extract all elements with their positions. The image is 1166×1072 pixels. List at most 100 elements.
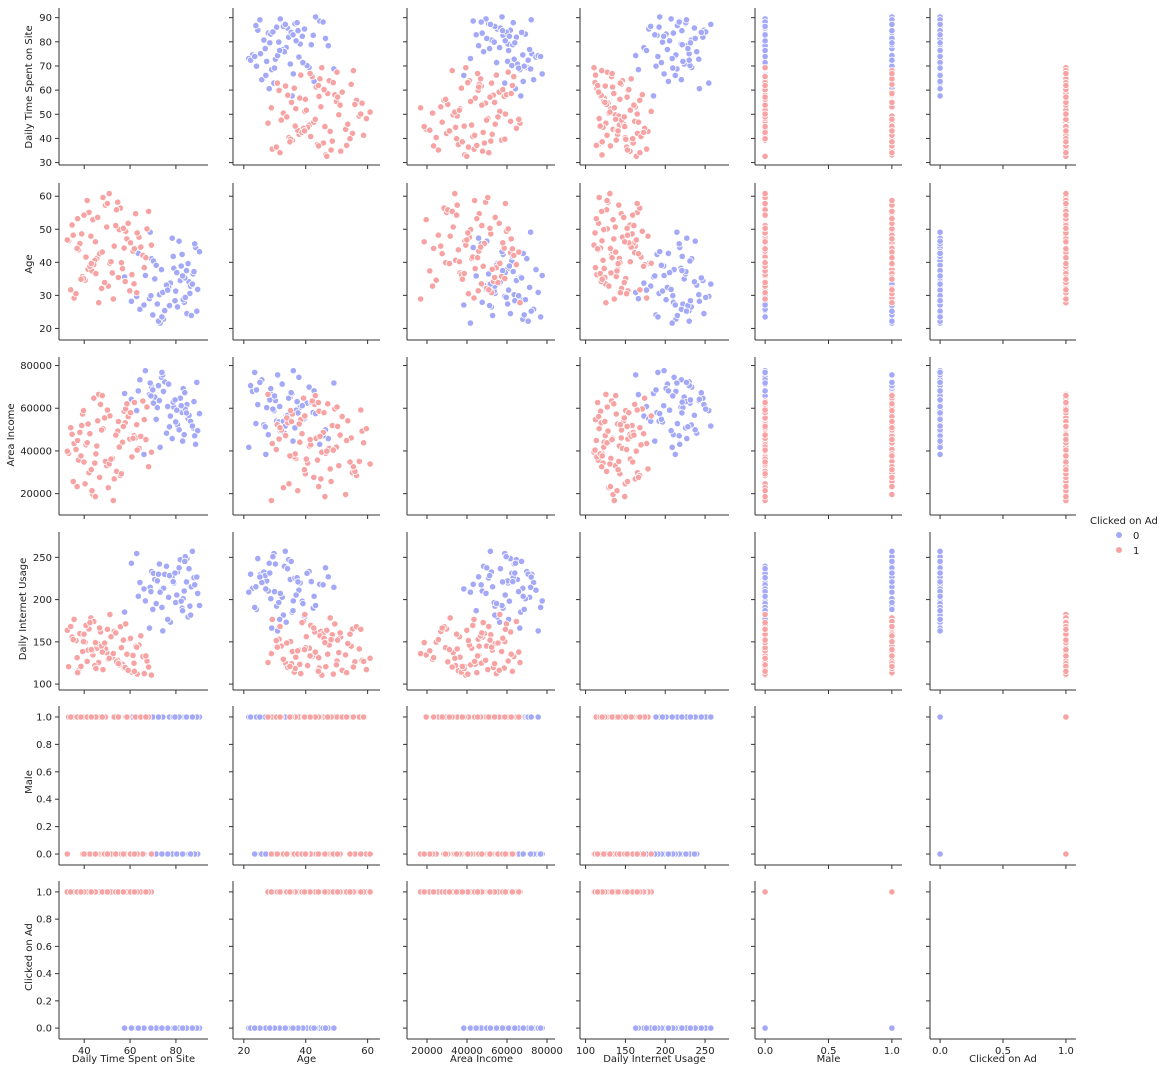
scatter-point-series-1 (74, 215, 82, 223)
scatter-point-series-1 (300, 888, 309, 896)
scatter-point-series-0 (295, 53, 303, 61)
scatter-point-series-0 (192, 440, 200, 448)
scatter-point-series-1 (92, 269, 100, 278)
scatter-point-series-1 (888, 254, 896, 262)
scatter-point-series-1 (595, 115, 603, 123)
scatter-point-series-1 (510, 73, 518, 81)
scatter-point-series-0 (503, 57, 512, 66)
scatter-point-series-0 (936, 547, 944, 555)
y-tick-label: 0.8 (36, 915, 52, 926)
scatter-point-series-0 (158, 368, 166, 376)
scatter-point-series-1 (307, 132, 315, 141)
scatter-point-series-0 (888, 598, 896, 607)
scatter-point-series-1 (67, 622, 75, 631)
scatter-point-series-0 (524, 56, 532, 64)
panel-5-2: 20000 40000 60000 80000 (403, 881, 563, 1057)
scatter-point-series-1 (103, 850, 112, 858)
scatter-point-series-0 (254, 400, 262, 409)
scatter-point-series-0 (134, 387, 142, 395)
scatter-point-series-0 (252, 419, 260, 428)
x-axis-label-3: Daily Internet Usage (603, 1054, 706, 1065)
scatter-point-series-0 (281, 20, 289, 28)
scatter-point-series-1 (888, 89, 896, 98)
scatter-point-series-1 (633, 888, 641, 896)
scatter-point-series-1 (70, 615, 78, 624)
scatter-point-series-1 (77, 662, 85, 671)
scatter-point-series-0 (161, 306, 169, 315)
scatter-point-series-1 (445, 127, 453, 135)
scatter-point-series-1 (143, 403, 151, 411)
scatter-point-series-1 (1062, 93, 1070, 101)
scatter-point-series-1 (77, 713, 85, 721)
scatter-point-series-0 (276, 615, 284, 624)
panel-2-3 (576, 357, 729, 519)
scatter-point-series-0 (684, 423, 692, 431)
scatter-point-series-1 (888, 259, 896, 268)
scatter-point-series-0 (665, 268, 674, 277)
scatter-point-series-0 (469, 17, 477, 25)
scatter-point-series-1 (118, 264, 127, 273)
scatter-point-series-1 (590, 64, 598, 72)
scatter-point-series-0 (498, 266, 507, 275)
scatter-point-series-1 (761, 492, 769, 501)
scatter-point-series-1 (117, 470, 126, 478)
scatter-point-series-0 (485, 571, 494, 580)
scatter-point-series-1 (83, 439, 91, 447)
scatter-point-series-1 (605, 282, 613, 290)
scatter-point-series-1 (299, 394, 308, 402)
scatter-point-series-0 (936, 443, 944, 451)
scatter-point-series-1 (636, 424, 644, 432)
scatter-point-series-0 (311, 13, 320, 21)
scatter-point-series-1 (83, 196, 91, 205)
scatter-point-series-1 (504, 657, 512, 665)
scatter-point-series-0 (185, 565, 193, 573)
scatter-point-series-1 (331, 620, 339, 628)
scatter-point-series-0 (252, 583, 260, 591)
scatter-point-series-1 (267, 850, 275, 858)
scatter-point-series-1 (478, 101, 486, 109)
scatter-point-series-1 (357, 888, 365, 896)
scatter-point-series-1 (1062, 211, 1070, 219)
scatter-point-series-0 (168, 234, 176, 242)
scatter-point-series-0 (466, 588, 474, 596)
scatter-point-series-0 (664, 77, 673, 86)
scatter-point-series-0 (490, 38, 498, 46)
x-tick-label: 0.0 (932, 1046, 948, 1057)
y-tick-label: 60 (39, 86, 52, 97)
scatter-point-series-0 (634, 66, 643, 74)
scatter-point-series-1 (623, 224, 631, 232)
scatter-point-series-0 (182, 409, 191, 417)
scatter-point-series-0 (677, 76, 686, 84)
scatter-point-series-1 (129, 434, 137, 442)
scatter-point-series-0 (664, 249, 673, 257)
y-tick-label: 0.0 (36, 1024, 52, 1035)
scatter-point-series-1 (267, 888, 275, 896)
scatter-point-series-1 (429, 713, 438, 721)
scatter-point-series-1 (316, 75, 324, 83)
scatter-point-series-0 (888, 378, 896, 386)
scatter-point-series-1 (112, 206, 121, 214)
scatter-point-series-1 (311, 115, 319, 123)
scatter-point-series-1 (598, 452, 606, 460)
scatter-point-series-0 (671, 301, 679, 309)
legend-label-1: 1 (1133, 546, 1139, 557)
scatter-point-series-0 (888, 39, 896, 47)
scatter-point-series-1 (108, 269, 117, 277)
panel-2-0: 20000 40000 60000 80000 (20, 357, 208, 519)
scatter-point-series-0 (182, 578, 191, 586)
scatter-point-series-0 (193, 573, 201, 581)
scatter-point-series-0 (695, 85, 704, 93)
scatter-point-series-0 (936, 713, 944, 721)
scatter-point-series-1 (1062, 238, 1070, 246)
scatter-point-series-0 (247, 713, 255, 721)
scatter-point-series-1 (516, 658, 524, 667)
scatter-point-series-0 (472, 31, 480, 39)
scatter-point-series-1 (630, 431, 638, 439)
scatter-point-series-1 (464, 636, 472, 645)
scatter-point-series-1 (145, 463, 153, 471)
scatter-point-series-1 (1062, 452, 1070, 460)
scatter-point-series-0 (172, 287, 180, 295)
scatter-point-series-1 (98, 284, 106, 292)
scatter-point-series-1 (446, 232, 454, 240)
y-tick-label: 30 (39, 158, 52, 169)
